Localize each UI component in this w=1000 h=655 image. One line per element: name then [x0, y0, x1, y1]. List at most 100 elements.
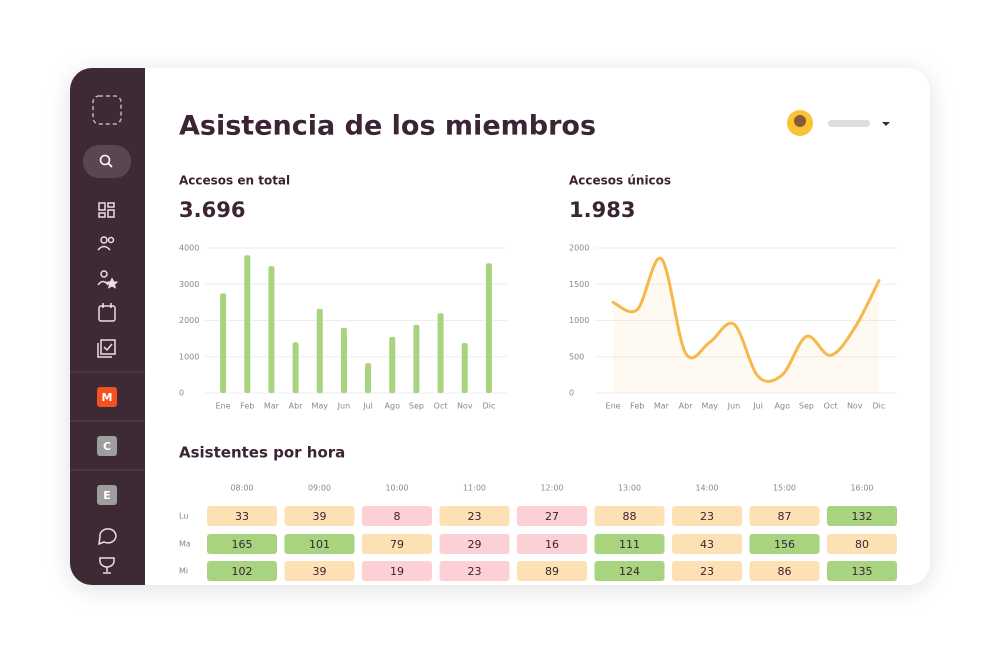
cell-value: 102	[232, 565, 253, 578]
x-tick-label: Jun	[337, 402, 351, 411]
bar	[365, 363, 372, 393]
cell-value: 79	[390, 538, 404, 551]
column-label: 10:00	[385, 484, 408, 493]
cell	[362, 534, 432, 554]
x-tick-label: Jul	[362, 402, 373, 411]
cell	[362, 506, 432, 526]
cell-value: 156	[774, 538, 795, 551]
column-label: 09:00	[308, 484, 331, 493]
cell	[827, 561, 897, 581]
x-tick-label: May	[311, 402, 328, 411]
line	[611, 256, 881, 383]
x-tick-label: Feb	[630, 402, 644, 411]
y-tick-label: 2000	[179, 316, 199, 325]
cell-value: 132	[852, 510, 873, 523]
cell	[207, 561, 277, 581]
y-tick-label: 3000	[179, 280, 199, 289]
cell-value: 89	[545, 565, 559, 578]
bar	[292, 342, 299, 393]
badge-label: E	[103, 489, 111, 502]
user-name	[828, 120, 870, 127]
cell	[749, 561, 820, 581]
cell-value: 23	[700, 565, 714, 578]
cell	[439, 534, 510, 554]
cell	[827, 506, 897, 526]
heatmap-title: Asistentes por hora	[179, 444, 345, 462]
bar	[413, 324, 420, 393]
x-tick-label: Dic	[483, 402, 496, 411]
chart-total: 3.696	[179, 198, 245, 222]
column-label: 11:00	[463, 484, 486, 493]
x-tick-label: Abr	[679, 402, 694, 411]
cell-value: 39	[313, 565, 327, 578]
badge[interactable]	[97, 387, 117, 407]
y-tick-label: 1000	[179, 352, 199, 361]
nav-icons[interactable]	[97, 202, 119, 574]
x-tick-label: Jul	[752, 402, 763, 411]
cell-value: 8	[394, 510, 401, 523]
badge-label: C	[103, 440, 111, 453]
bar	[389, 336, 396, 393]
x-tick-label: Ene	[606, 402, 621, 411]
chart-title: Accesos únicos	[569, 174, 671, 188]
x-tick-label: Oct	[824, 402, 838, 411]
cell-value: 87	[778, 510, 792, 523]
x-tick-label: Ago	[775, 402, 791, 411]
y-tick-label: 2000	[569, 244, 589, 253]
cell	[207, 534, 277, 554]
cell-value: 101	[309, 538, 330, 551]
chart-total: 1.983	[569, 198, 635, 222]
cell	[207, 506, 277, 526]
column-label: 15:00	[773, 484, 796, 493]
cell-value: 86	[778, 565, 792, 578]
badge[interactable]	[97, 485, 117, 505]
x-tick-label: Sep	[409, 402, 424, 411]
cell-value: 80	[855, 538, 869, 551]
bar	[437, 313, 444, 393]
row-label: Lu	[179, 512, 188, 521]
cell	[284, 534, 355, 554]
cell-value: 124	[619, 565, 640, 578]
cell	[672, 561, 742, 581]
row-label: Mi	[179, 567, 188, 576]
x-tick-label: Nov	[847, 402, 863, 411]
cell-value: 33	[235, 510, 249, 523]
badge-label: M	[102, 391, 113, 404]
dropdown-caret[interactable]	[882, 122, 890, 126]
cell-value: 23	[468, 510, 482, 523]
cell-value: 135	[852, 565, 873, 578]
column-label: 16:00	[850, 484, 873, 493]
x-tick-label: Ago	[385, 402, 401, 411]
bar	[220, 293, 227, 393]
cell	[517, 506, 587, 526]
x-tick-label: Nov	[457, 402, 473, 411]
cell	[827, 534, 897, 554]
bar	[485, 263, 492, 393]
cell	[284, 561, 355, 581]
bar	[461, 342, 468, 393]
column-label: 13:00	[618, 484, 641, 493]
y-tick-label: 1500	[569, 280, 589, 289]
line-area	[613, 258, 879, 393]
cell	[439, 561, 510, 581]
search-icon	[107, 162, 113, 168]
cell	[749, 534, 820, 554]
x-tick-label: May	[701, 402, 718, 411]
bar	[340, 327, 347, 393]
cell-value: 111	[619, 538, 640, 551]
search-button[interactable]	[83, 145, 131, 178]
cell	[517, 561, 587, 581]
x-tick-label: Feb	[240, 402, 254, 411]
cell-value: 165	[232, 538, 253, 551]
y-tick-label: 1000	[569, 316, 589, 325]
cell-value: 27	[545, 510, 559, 523]
cell	[362, 561, 432, 581]
badge[interactable]	[97, 436, 117, 456]
cell-value: 23	[468, 565, 482, 578]
column-label: 14:00	[695, 484, 718, 493]
y-tick-label: 4000	[179, 244, 199, 253]
x-tick-label: Mar	[264, 402, 280, 411]
x-tick-label: Sep	[799, 402, 814, 411]
